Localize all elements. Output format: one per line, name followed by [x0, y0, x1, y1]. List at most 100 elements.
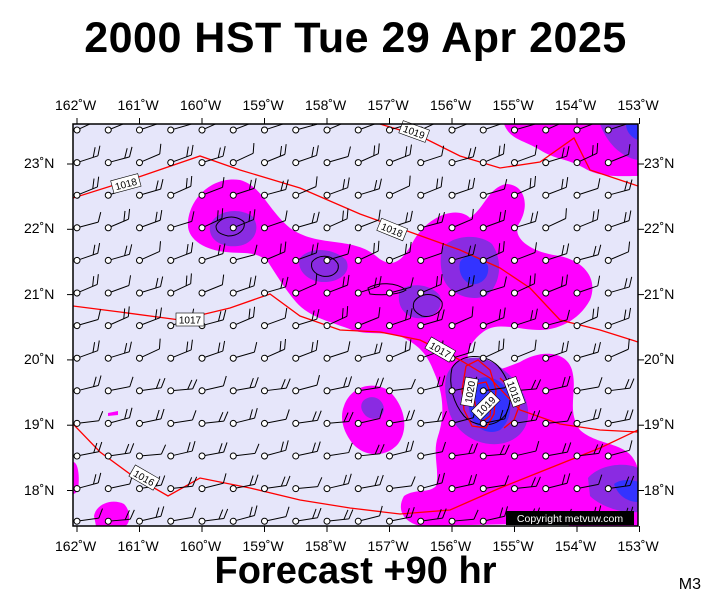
lat-label-left-3: 20˚N — [24, 350, 55, 367]
wind-barb — [323, 305, 349, 330]
wind-barb — [292, 374, 320, 395]
wind-barb — [479, 241, 505, 264]
wind-barb — [573, 124, 598, 134]
wind-barb — [73, 243, 101, 264]
wind-barb — [604, 440, 633, 460]
precip-medium-maui — [398, 285, 441, 319]
wind-barb — [292, 507, 322, 525]
lon-label-top-9: 153˚W — [617, 97, 659, 113]
wind-barb — [604, 179, 633, 199]
wind-barb — [167, 410, 197, 427]
wind-barb — [229, 377, 259, 395]
wind-barb — [136, 377, 166, 395]
wind-barb — [104, 208, 131, 232]
lon-label-bottom-4: 158˚W — [305, 538, 347, 554]
wind-barb — [511, 273, 536, 297]
precip-medium-se — [588, 464, 638, 513]
wind-barb — [73, 309, 101, 330]
wind-barb — [261, 276, 289, 297]
wind-barb — [542, 124, 567, 134]
wind-barb — [323, 411, 354, 427]
wind-barb — [292, 242, 319, 264]
wind-barb — [479, 475, 509, 493]
wind-barb — [604, 307, 632, 330]
wind-barb — [511, 144, 538, 167]
isobar-1018-north — [73, 155, 638, 343]
wind-barb — [323, 208, 349, 232]
wind-barb — [386, 507, 415, 525]
map-frame — [72, 123, 639, 527]
wind-barb — [229, 275, 257, 297]
wind-barb — [292, 176, 318, 199]
wind-barb — [261, 210, 288, 232]
wind-barb — [354, 240, 380, 264]
wind-barb — [292, 410, 322, 427]
wind-barb — [323, 341, 351, 362]
wind-barb — [261, 144, 287, 167]
lon-label-bottom-6: 156˚W — [430, 538, 472, 554]
wind-barb — [73, 410, 104, 427]
wind-barb — [417, 508, 447, 525]
wind-barb — [229, 443, 260, 460]
wind-barb — [479, 178, 508, 199]
wind-barb — [73, 211, 102, 232]
wind-barb — [104, 124, 129, 134]
wind-barb — [323, 124, 348, 134]
wind-barb — [198, 473, 227, 493]
kauai-coast — [215, 216, 245, 237]
wind-barb — [229, 142, 255, 167]
wind-barb — [604, 276, 633, 297]
wind-barb — [136, 124, 161, 134]
wind-barb — [573, 341, 601, 362]
wind-barb — [323, 473, 352, 493]
wind-barb — [323, 274, 350, 297]
wind-barb — [198, 375, 227, 395]
wind-barbs — [73, 124, 635, 525]
wind-barb — [292, 340, 319, 362]
wind-barb — [386, 378, 416, 395]
wind-barb — [104, 146, 133, 167]
wind-barb — [229, 209, 256, 232]
wind-barb — [136, 338, 161, 362]
wind-barb — [354, 178, 382, 199]
wind-barb — [511, 410, 541, 427]
wind-barb — [229, 408, 258, 427]
wind-barb — [448, 124, 473, 134]
precip-medium-s — [361, 397, 384, 419]
wind-barb — [354, 474, 384, 493]
wind-barb — [542, 145, 570, 167]
wind-barb — [104, 509, 135, 525]
wind-barb — [229, 178, 257, 199]
wind-barb — [542, 473, 571, 493]
wind-barb — [417, 410, 447, 427]
wind-barb — [417, 441, 447, 460]
wind-barb — [167, 476, 198, 493]
wind-barb — [292, 477, 323, 493]
wind-barb — [136, 276, 164, 297]
wind-barb — [73, 375, 102, 395]
wind-barb — [229, 341, 258, 362]
wind-barb — [136, 143, 162, 167]
wind-barb — [573, 306, 599, 330]
wind-barb — [198, 274, 225, 297]
wind-barb — [167, 242, 194, 264]
lon-label-bottom-2: 160˚W — [180, 538, 222, 554]
wind-barb — [417, 274, 443, 297]
lat-label-right-0: 23˚N — [644, 155, 675, 171]
wind-barb — [448, 275, 475, 297]
lon-label-top-3: 159˚W — [242, 97, 284, 113]
wind-barb — [198, 208, 224, 232]
lat-label-right-1: 22˚N — [644, 220, 675, 237]
wind-barb — [386, 339, 412, 362]
wind-barb — [292, 124, 320, 134]
model-label: M3 — [678, 576, 701, 593]
wind-barb — [604, 409, 634, 427]
precip-area-dot — [108, 411, 118, 416]
lon-label-top-8: 154˚W — [555, 97, 597, 113]
wind-barb — [354, 307, 381, 330]
wind-barb — [573, 474, 603, 493]
lat-label-left-1: 22˚N — [24, 220, 55, 237]
wind-barb — [73, 176, 100, 199]
wind-barb — [136, 178, 164, 199]
wind-barb — [448, 244, 476, 264]
